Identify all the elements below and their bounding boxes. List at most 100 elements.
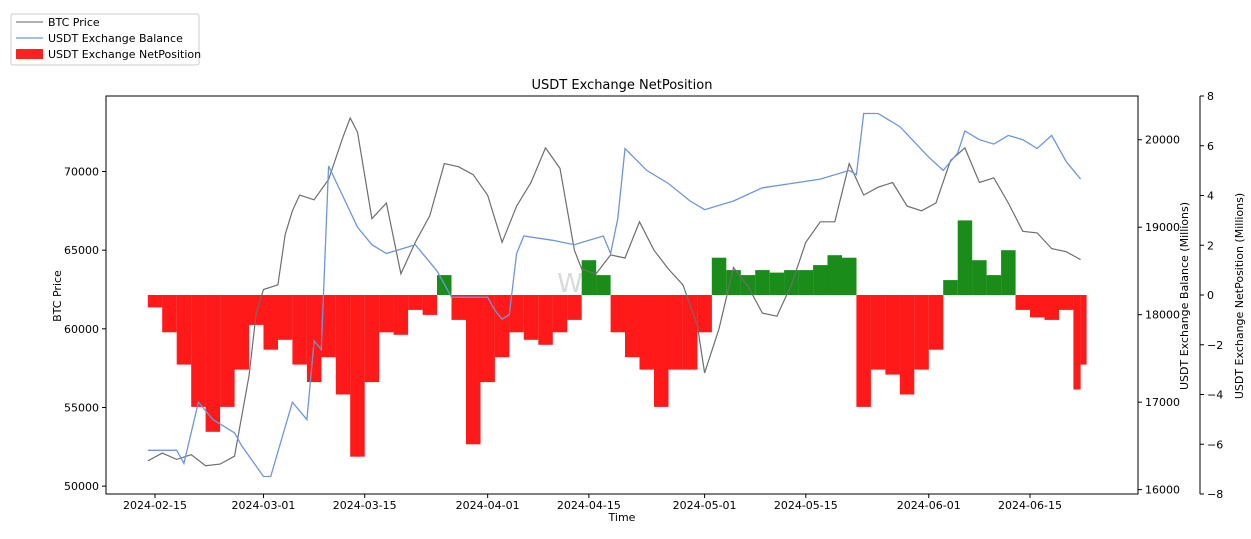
net-position-bar (1044, 295, 1059, 320)
net-position-bar (306, 295, 322, 383)
net-position-bar (596, 275, 611, 295)
net-position-bar (1030, 295, 1045, 318)
x-tick-label: 2024-04-15 (557, 499, 621, 512)
legend-swatch-net-position (16, 49, 43, 59)
btc-price-line (147, 116, 1081, 467)
net-position-bar (1001, 250, 1016, 295)
net-position-bar (798, 270, 814, 295)
net-position-bar (263, 295, 278, 350)
y-tick-label-right-balance: 17000 (1145, 396, 1180, 409)
net-position-bar (1080, 295, 1087, 365)
net-position-bar (842, 257, 857, 295)
x-tick-label: 2024-03-15 (333, 499, 397, 512)
net-position-bar (205, 295, 221, 432)
net-position-bar (726, 270, 741, 295)
net-position-bar (928, 295, 944, 350)
y-axis-label-right-netposition: USDT Exchange NetPosition (Millions) (1233, 193, 1246, 399)
x-tick-label: 2024-05-15 (774, 499, 838, 512)
net-position-bar (321, 295, 336, 358)
net-position-bar (494, 295, 510, 358)
net-position-bar (147, 295, 163, 308)
plot-frame (105, 95, 1139, 495)
x-tick-label: 2024-05-01 (673, 499, 737, 512)
net-position-bar (856, 295, 871, 407)
y-tick-label-left: 50000 (64, 480, 99, 493)
net-position-bar (552, 295, 568, 333)
y-tick-label-right-netposition: −4 (1207, 389, 1223, 402)
legend-label-net-position: USDT Exchange NetPosition (48, 48, 201, 61)
net-position-bar (480, 295, 495, 383)
net-position-bar (914, 295, 929, 370)
y-tick-label-right-balance: 19000 (1145, 221, 1180, 234)
y-tick-label-right-balance: 20000 (1145, 134, 1180, 147)
x-tick-label: 2024-04-01 (456, 499, 520, 512)
net-position-bar (1073, 295, 1081, 390)
net-position-bar (408, 295, 423, 310)
btc-price-series (147, 116, 1081, 467)
legend-label-btc-price: BTC Price (48, 16, 100, 29)
y-tick-label-right-netposition: −6 (1207, 438, 1223, 451)
net-position-bar (784, 270, 799, 295)
net-position-bar (509, 295, 524, 333)
net-position-bar (350, 295, 365, 457)
net-position-bar (234, 295, 249, 370)
x-tick-label: 2024-03-01 (232, 499, 296, 512)
net-position-bar (1058, 295, 1074, 310)
y-tick-label-right-netposition: 8 (1207, 90, 1214, 103)
net-position-bar (538, 295, 553, 345)
net-position-bar (885, 295, 900, 375)
net-position-bar (191, 295, 206, 407)
net-position-bar (668, 295, 683, 370)
net-position-bar (523, 295, 539, 340)
y-tick-label-right-netposition: −2 (1207, 339, 1223, 352)
y-axis-label-left: BTC Price (51, 270, 64, 322)
net-position-bar (870, 295, 886, 370)
net-position-bar (654, 295, 669, 407)
net-position-bar (625, 295, 640, 358)
net-position-bar (451, 295, 466, 320)
plot-area: W (147, 112, 1087, 478)
y-tick-label-right-netposition: 4 (1207, 190, 1214, 203)
net-position-bar (682, 295, 698, 370)
y-tick-label-right-netposition: 0 (1207, 289, 1214, 302)
y-tick-label-right-balance: 16000 (1145, 484, 1180, 497)
net-position-bar (176, 295, 192, 365)
net-position-bar (1015, 295, 1030, 310)
net-position-bar (364, 295, 380, 383)
y-tick-label-left: 55000 (64, 401, 99, 414)
net-position-bar (986, 275, 1002, 295)
net-position-bar (393, 295, 409, 335)
net-position-bar (567, 295, 582, 320)
net-position-bar (581, 260, 597, 295)
net-position-bar (220, 295, 235, 407)
net-position-bar (249, 295, 264, 325)
y-tick-label-right-netposition: 6 (1207, 140, 1214, 153)
net-position-bar (162, 295, 177, 333)
watermark: W (557, 269, 583, 299)
net-position-bar (697, 295, 712, 333)
axes: 2024-02-15 2024-03-01 2024-03-15 2024-04-01… (64, 90, 1223, 512)
usdt-balance-series (147, 112, 1082, 478)
net-position-bar (813, 265, 828, 295)
x-tick-label: 2024-06-15 (998, 499, 1062, 512)
net-position-bars (147, 220, 1087, 457)
y-axis-label-right-balance: USDT Exchange Balance (Millions) (1178, 202, 1191, 390)
y-tick-label-left: 70000 (64, 166, 99, 179)
net-position-bar (422, 295, 438, 315)
net-position-bar (740, 275, 756, 295)
legend-frame (10, 13, 200, 66)
net-position-bar (277, 295, 293, 340)
x-axis-label: Time (608, 511, 636, 524)
net-position-bar (610, 295, 626, 333)
net-position-bar (335, 295, 351, 395)
legend-label-usdt-balance: USDT Exchange Balance (48, 32, 183, 45)
x-tick-label: 2024-02-15 (123, 499, 187, 512)
net-position-bar (899, 295, 915, 395)
y-tick-label-left: 65000 (64, 244, 99, 257)
y-tick-label-left: 60000 (64, 323, 99, 336)
net-position-bar (711, 257, 727, 295)
net-position-bar (943, 280, 958, 295)
legend: BTC Price USDT Exchange Balance USDT Exc… (10, 13, 201, 66)
net-position-bar (379, 295, 394, 333)
net-position-bar (769, 272, 785, 295)
